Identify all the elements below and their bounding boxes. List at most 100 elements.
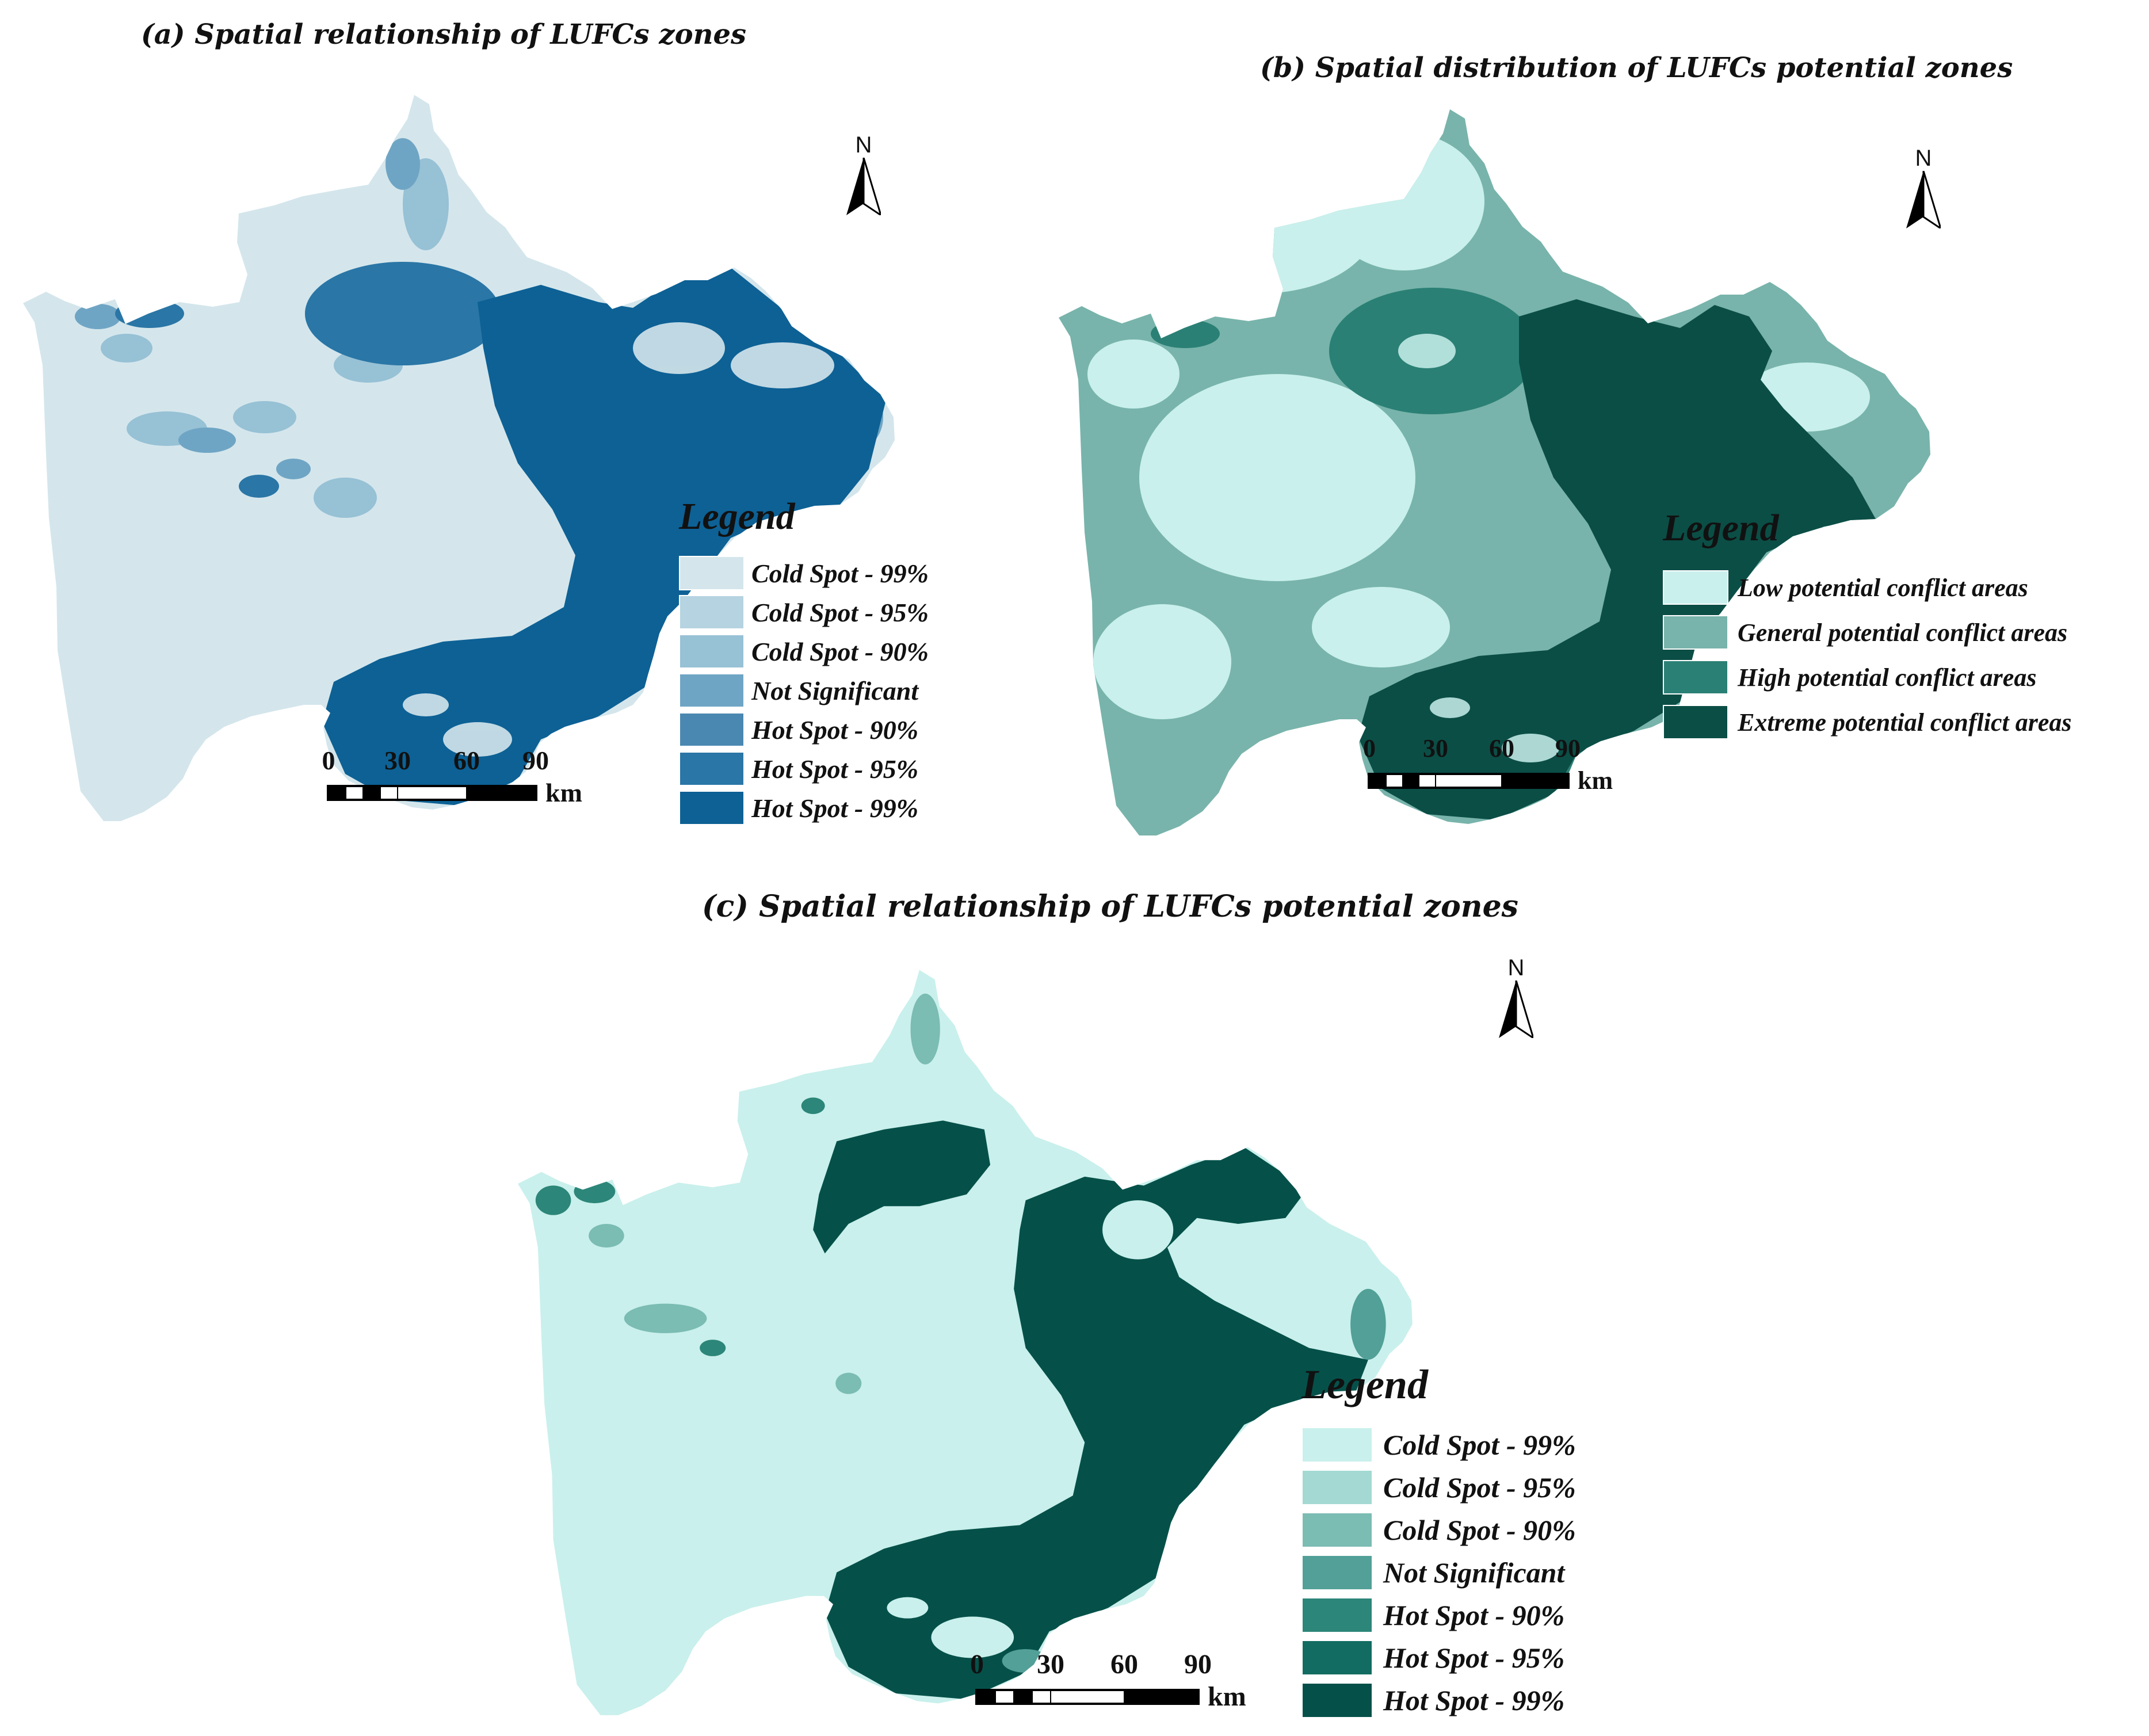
scalebar-b-segment [1369,774,1386,787]
map-c-hot-99-north [813,1120,991,1254]
north-arrow-b-icon [1906,171,1941,228]
legend-c-swatch [1301,1640,1373,1676]
scalebar-c-segment [995,1690,1014,1703]
scalebar-c: 0 30 60 90 km [970,1649,1246,1712]
legend-a-item: Hot Spot - 95% [679,749,929,788]
legend-a-swatch [679,595,745,629]
legend-a-swatch [679,712,745,747]
scalebar-c-segment [977,1690,995,1703]
scalebar-b-row: km [1368,766,1613,795]
legend-c-item: Cold Spot - 99% [1301,1424,1576,1466]
north-arrow-b-letter: N [1915,146,1932,171]
scalebar-c-segment [1051,1690,1124,1703]
legend-a-swatch [679,634,745,669]
legend-b-label: Low potential conflict areas [1738,573,2028,602]
legend-a-item: Hot Spot - 99% [679,788,929,827]
legend-a-item: Cold Spot - 99% [679,554,929,593]
legend-c-label: Cold Spot - 95% [1383,1471,1576,1504]
legend-c-label: Hot Spot - 90% [1383,1599,1565,1631]
scalebar-b-tick: 90 [1555,734,1581,762]
scalebar-c-tick: 30 [1037,1649,1064,1680]
panel-b-title: (b) Spatial distribution of LUFCs potent… [1260,52,2013,84]
legend-c-label: Not Significant [1383,1556,1565,1589]
legend-b-label: Extreme potential conflict areas [1738,708,2072,737]
map-b-extreme-zone [1358,299,1876,820]
scalebar-a: 0 30 60 90 km [322,745,582,808]
legend-a-swatch [679,791,745,825]
map-c-cold-pockets [887,1200,1339,1658]
scalebar-a-ticks: 0 30 60 90 [322,745,549,777]
scalebar-a-tick: 60 [453,746,480,775]
legend-a-label: Hot Spot - 90% [751,715,919,745]
map-c-cold-90-patches [589,993,940,1394]
legend-c-items: Cold Spot - 99% Cold Spot - 95% Cold Spot … [1301,1424,1576,1722]
scalebar-b-tick: 30 [1423,734,1448,762]
map-a [23,95,895,821]
legend-b-item: General potential conflict areas [1663,610,2072,655]
scalebar-c-ticks: 0 30 60 90 [970,1649,1212,1681]
scalebar-a-segment [380,786,398,799]
map-b [1059,109,1930,835]
map-b-low-pockets [1398,334,1559,762]
scalebar-a-segment [329,786,346,799]
legend-a: Legend Cold Spot - 99% Cold Spot - 95% Col… [679,495,929,827]
north-arrow-a-icon [846,158,881,215]
scalebar-c-row: km [975,1681,1246,1712]
legend-b-item: Extreme potential conflict areas [1663,700,2072,745]
scalebar-a-segment [467,786,536,799]
legend-a-label: Cold Spot - 95% [751,597,929,627]
legend-a-swatch [679,673,745,708]
scalebar-a-segment [398,786,467,799]
legend-a-label: Hot Spot - 99% [751,793,919,823]
panel-c-title: (c) Spatial relationship of LUFCs potent… [702,889,1518,924]
scalebar-a-bar [327,784,537,801]
map-c-hot-99-zone [825,1147,1368,1700]
legend-c-item: Cold Spot - 95% [1301,1466,1576,1509]
scalebar-a-tick: 90 [522,746,549,775]
legend-a-item: Cold Spot - 95% [679,593,929,632]
scalebar-a-segment [363,786,380,799]
legend-b-item: Low potential conflict areas [1663,565,2072,610]
legend-c-label: Cold Spot - 99% [1383,1429,1576,1461]
legend-b-swatch [1663,705,1728,739]
scalebar-a-row: km [327,777,582,808]
legend-c-item: Hot Spot - 99% [1301,1679,1576,1722]
legend-c-swatch [1301,1427,1373,1463]
scalebar-c-bar [975,1688,1200,1705]
legend-a-label: Hot Spot - 95% [751,754,919,784]
scalebar-a-tick: 30 [384,746,411,775]
scalebar-a-tick: 0 [322,746,335,775]
north-arrow-c: N [1490,955,1542,1041]
north-arrow-a: N [838,132,890,219]
scalebar-b-unit: km [1578,766,1613,795]
scalebar-b-tick: 60 [1489,734,1514,762]
legend-c-label: Cold Spot - 90% [1383,1514,1576,1546]
scalebar-b-segment [1436,774,1502,787]
legend-c-swatch [1301,1470,1373,1505]
scalebar-c-tick: 0 [970,1649,984,1680]
legend-c-swatch [1301,1555,1373,1590]
map-c [518,970,1413,1715]
legend-a-label: Not Significant [751,676,919,705]
legend-b: Legend Low potential conflict areas Gener… [1663,506,2072,745]
legend-c-title: Legend [1301,1361,1428,1407]
legend-c-item: Hot Spot - 95% [1301,1636,1576,1679]
north-arrow-b: N [1898,146,1949,232]
legend-a-label: Cold Spot - 90% [751,636,929,666]
legend-c-item: Not Significant [1301,1551,1576,1594]
legend-c-label: Hot Spot - 99% [1383,1684,1565,1716]
map-a-hot-99-zone [322,268,886,806]
legend-a-item: Cold Spot - 90% [679,632,929,671]
legend-c-swatch [1301,1512,1373,1548]
legend-b-items: Low potential conflict areas General pote… [1663,565,2072,745]
panel-a-title: (a) Spatial relationship of LUFCs zones [141,18,747,51]
north-arrow-c-icon [1499,980,1533,1038]
legend-b-item: High potential conflict areas [1663,655,2072,700]
scalebar-b-ticks: 0 30 60 90 [1363,734,1581,766]
legend-c-swatch [1301,1682,1373,1718]
legend-b-swatch [1663,570,1728,605]
north-arrow-c-letter: N [1507,955,1525,980]
legend-c-item: Hot Spot - 90% [1301,1594,1576,1636]
map-a-cold-pockets [403,322,834,757]
legend-b-title: Legend [1663,507,1779,549]
